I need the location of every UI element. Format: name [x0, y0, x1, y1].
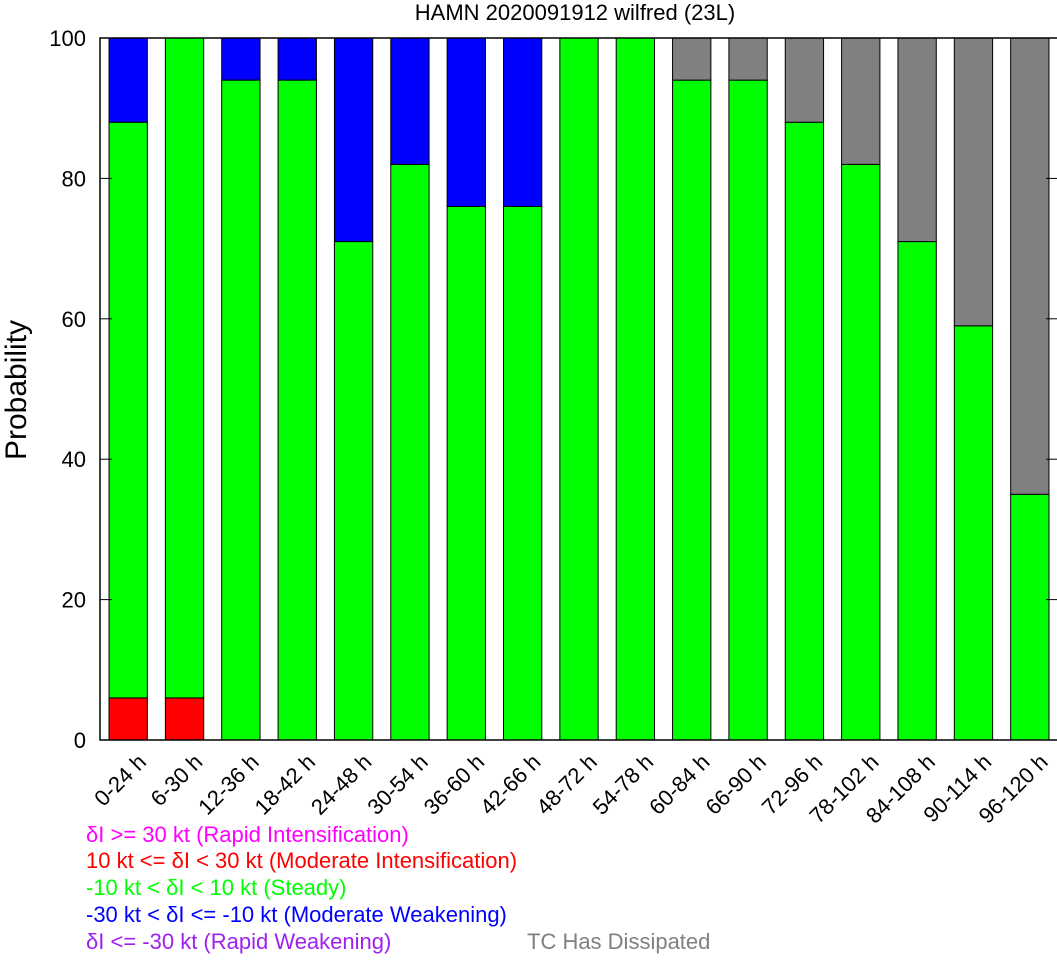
bar-segment-60-84h-s5	[672, 37, 712, 81]
x-tick-label-0-24h: 0-24 h	[89, 749, 151, 811]
bars-group	[108, 37, 1050, 741]
bar-segment-24-48h-s3	[333, 37, 374, 243]
y-tick-label-60: 60	[62, 307, 86, 332]
legend-entry-3: -30 kt < δI <= -10 kt (Moderate Weakenin…	[86, 902, 507, 927]
y-tick-label-20: 20	[62, 588, 86, 613]
bar-segment-0-24h-s2	[108, 121, 148, 699]
bar-segment-66-90h-s2	[728, 79, 768, 741]
plot-frame	[99, 37, 1057, 741]
bar-segment-84-108h-s2	[897, 241, 937, 741]
bar-segment-60-84h-s2	[672, 79, 712, 741]
legend-entry-5: TC Has Dissipated	[527, 929, 711, 954]
bar-segment-42-66h-s3	[502, 37, 543, 207]
bar-segment-30-54h-s3	[390, 37, 430, 165]
legend-entry-2: -10 kt < δI < 10 kt (Steady)	[86, 875, 347, 900]
x-tick-label-18-42h: 18-42 h	[250, 749, 320, 819]
x-tick-label-12-36h: 12-36 h	[193, 749, 263, 819]
y-ticks: 0 20 40 60 80 100	[49, 26, 1057, 753]
bar-segment-96-120h-s5	[1010, 37, 1050, 495]
bar-segment-36-60h-s3	[446, 37, 486, 207]
x-tick-label-66-90h: 66-90 h	[700, 749, 770, 819]
bar-segment-96-120h-s2	[1010, 493, 1050, 741]
chart-title: HAMN 2020091912 wilfred (23L)	[415, 0, 735, 25]
x-tick-label-24-48h: 24-48 h	[306, 749, 376, 819]
bar-segment-48-72h-s2	[559, 37, 599, 741]
x-tick-label-48-72h: 48-72 h	[531, 749, 601, 819]
bar-segment-78-102h-s5	[841, 37, 881, 165]
bar-segment-72-96h-s5	[784, 37, 825, 123]
bar-segment-12-36h-s3	[221, 37, 261, 81]
legend-entry-1: 10 kt <= δI < 30 kt (Moderate Intensific…	[86, 848, 518, 873]
x-tick-label-30-54h: 30-54 h	[362, 749, 432, 819]
bar-segment-36-60h-s2	[446, 205, 486, 741]
bar-segment-6-30h-s1	[164, 697, 205, 741]
x-tick-label-54-78h: 54-78 h	[588, 749, 658, 819]
bar-segment-90-114h-s2	[953, 325, 994, 741]
bar-segment-54-78h-s2	[615, 37, 656, 741]
x-tick-label-60-84h: 60-84 h	[644, 749, 714, 819]
y-tick-label-40: 40	[62, 447, 86, 472]
bar-segment-66-90h-s5	[728, 37, 768, 81]
bar-segment-18-42h-s2	[277, 79, 317, 741]
bar-segment-12-36h-s2	[221, 79, 261, 741]
legend-entry-0: δI >= 30 kt (Rapid Intensification)	[86, 822, 409, 847]
x-tick-label-36-60h: 36-60 h	[419, 749, 489, 819]
y-tick-label-100: 100	[49, 26, 86, 51]
x-tick-label-42-66h: 42-66 h	[475, 749, 545, 819]
bar-segment-78-102h-s2	[841, 163, 881, 741]
bar-segment-24-48h-s2	[333, 241, 374, 741]
bar-segment-0-24h-s3	[108, 37, 148, 123]
bar-segment-6-30h-s2	[164, 37, 205, 699]
x-ticks: 0-24 h6-30 h12-36 h18-42 h24-48 h30-54 h…	[89, 749, 1052, 828]
bar-segment-18-42h-s3	[277, 37, 317, 81]
y-tick-label-80: 80	[62, 166, 86, 191]
bar-segment-0-24h-s1	[108, 697, 148, 741]
bar-segment-90-114h-s5	[953, 37, 994, 327]
y-tick-label-0: 0	[74, 728, 86, 753]
bar-segment-42-66h-s2	[502, 205, 543, 741]
bar-segment-30-54h-s2	[390, 163, 430, 741]
legend-entry-4: δI <= -30 kt (Rapid Weakening)	[86, 929, 392, 954]
y-axis-label: Probability	[0, 320, 33, 460]
bar-segment-84-108h-s5	[897, 37, 937, 243]
bar-segment-72-96h-s2	[784, 121, 825, 741]
